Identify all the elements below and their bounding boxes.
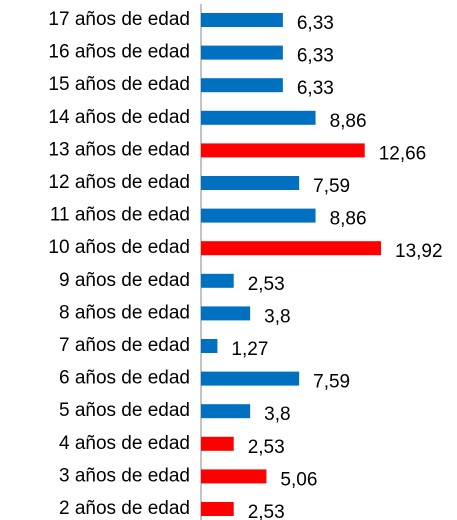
value-label: 1,27	[231, 339, 268, 360]
category-label: 8 años de edad	[59, 302, 190, 323]
bar	[201, 502, 234, 516]
bar	[201, 273, 234, 288]
category-label: 3 años de edad	[59, 465, 190, 486]
bar	[201, 45, 283, 60]
value-label: 7,59	[313, 176, 350, 197]
bar	[201, 241, 381, 256]
value-label: 6,33	[297, 78, 334, 99]
category-label: 5 años de edad	[59, 400, 190, 421]
bar	[201, 143, 365, 158]
bar	[201, 404, 251, 419]
value-label: 8,86	[330, 111, 367, 132]
value-label: 6,33	[297, 13, 334, 34]
value-label: 2,53	[248, 502, 285, 520]
category-label: 17 años de edad	[48, 9, 190, 30]
value-label: 8,86	[330, 209, 367, 230]
value-label: 3,8	[264, 306, 290, 327]
value-label: 12,66	[379, 143, 427, 164]
category-label: 2 años de edad	[59, 498, 190, 519]
bar	[201, 371, 300, 386]
bar	[201, 78, 283, 93]
category-label: 11 años de edad	[50, 205, 190, 226]
value-label: 3,8	[264, 404, 290, 425]
value-label: 5,06	[280, 469, 317, 490]
category-label: 15 años de edad	[48, 74, 190, 95]
category-label: 12 años de edad	[48, 172, 190, 193]
bar	[201, 436, 234, 451]
bar	[201, 306, 251, 321]
category-label: 14 años de edad	[48, 107, 190, 128]
value-label: 13,92	[395, 241, 443, 262]
category-label: 6 años de edad	[59, 368, 190, 389]
value-label: 2,53	[248, 274, 285, 295]
category-label: 10 años de edad	[48, 237, 190, 258]
bar	[201, 13, 283, 27]
value-label: 7,59	[313, 372, 350, 393]
category-label: 16 años de edad	[48, 42, 190, 63]
category-label: 4 años de edad	[59, 433, 190, 454]
category-label: 7 años de edad	[59, 335, 190, 356]
bar	[201, 339, 218, 353]
value-label: 2,53	[248, 437, 285, 458]
category-label: 9 años de edad	[59, 270, 190, 291]
bar	[201, 208, 316, 223]
value-label: 6,33	[297, 46, 334, 67]
bar	[201, 176, 300, 190]
bar	[201, 469, 267, 484]
bar	[201, 110, 316, 125]
category-label: 13 años de edad	[48, 139, 190, 160]
